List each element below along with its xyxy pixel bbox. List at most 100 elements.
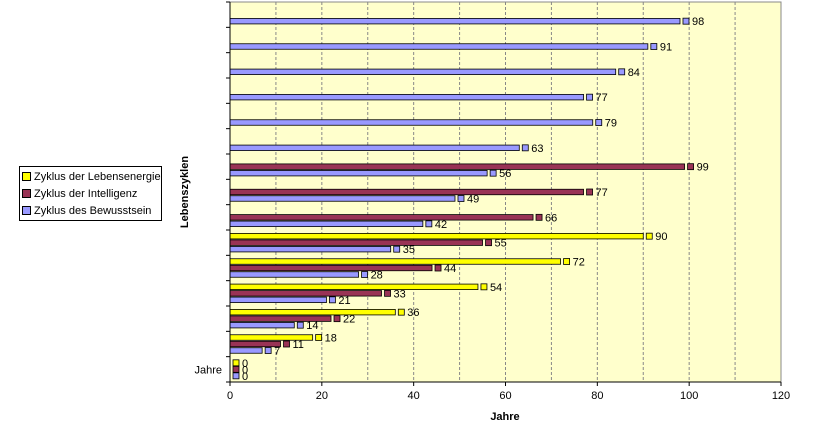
data-label: 98 [692, 16, 704, 28]
data-label: 77 [596, 187, 608, 199]
data-label: 7 [274, 346, 280, 358]
data-label: 99 [697, 162, 709, 174]
legend-item-lebensenergie: Zyklus der Lebensenergie [22, 168, 161, 185]
data-label: 28 [371, 270, 383, 282]
data-label-marker [283, 340, 290, 348]
bar [229, 163, 685, 170]
data-label-marker [535, 213, 543, 221]
data-label-marker [315, 334, 323, 341]
legend-item-bewusstsein: Zyklus des Bewusstsein [22, 202, 158, 219]
bar [229, 347, 263, 354]
bar [229, 170, 488, 177]
x-tick-label: 100 [680, 390, 698, 402]
data-label-marker [563, 258, 570, 265]
data-label: 54 [490, 282, 502, 294]
axes: 0 20 40 60 80 100 120 Jahre [194, 1, 790, 402]
data-label-marker [425, 220, 433, 228]
data-label: 0 [242, 371, 248, 383]
data-label-marker [393, 245, 401, 253]
x-tick-label: 20 [316, 390, 328, 402]
bar [229, 239, 483, 246]
data-label: 49 [467, 194, 479, 206]
x-tick-label: 60 [499, 390, 511, 402]
data-label-marker [687, 163, 694, 171]
x-tick-label: 40 [408, 390, 420, 402]
legend: Zyklus der Lebensenergie Zyklus der Inte… [19, 166, 162, 221]
data-label-marker [645, 232, 653, 240]
bar [229, 233, 644, 240]
bar [229, 264, 433, 272]
bar [229, 290, 382, 297]
bar [229, 195, 456, 202]
bar [229, 18, 681, 25]
data-label-marker [232, 359, 240, 367]
bar [229, 271, 359, 278]
bar [229, 322, 295, 329]
bar [229, 214, 534, 221]
x-tick-label: 0 [227, 390, 233, 402]
data-label-marker [232, 365, 240, 373]
bar [229, 94, 584, 101]
bar [229, 246, 392, 253]
y-tick-label: Jahre [194, 364, 222, 376]
bar [229, 309, 396, 316]
data-label: 44 [444, 263, 456, 275]
data-label: 84 [628, 67, 640, 79]
data-label: 79 [605, 118, 617, 130]
legend-swatch-icon [22, 189, 31, 198]
data-label-marker [521, 144, 529, 152]
x-tick-label: 120 [772, 390, 790, 402]
data-label: 36 [407, 307, 419, 319]
bar [229, 43, 649, 50]
data-label: 11 [293, 339, 304, 351]
data-label: 0 [242, 364, 248, 376]
data-label-marker [296, 321, 304, 329]
bar [229, 188, 584, 196]
data-label-marker [586, 93, 593, 101]
legend-swatch-icon [22, 172, 31, 181]
bar [229, 340, 281, 348]
bar [229, 144, 520, 151]
data-label: 21 [338, 295, 350, 307]
data-label-marker [489, 169, 497, 177]
data-label: 55 [495, 238, 507, 250]
data-label: 18 [325, 333, 337, 345]
data-label-marker [480, 283, 488, 291]
legend-label: Zyklus der Lebensenergie [34, 170, 161, 183]
legend-label: Zyklus der Intelligenz [34, 187, 138, 200]
data-label-marker [595, 119, 603, 126]
data-label: 42 [435, 219, 447, 231]
x-axis-title: Jahre [490, 411, 519, 423]
y-axis-title: Lebenszyklen [179, 156, 191, 228]
data-label-marker [682, 17, 690, 25]
data-label-marker [485, 239, 492, 247]
data-label: 56 [499, 168, 511, 180]
data-labels: 000 18 11 7 36 22 14 54 33 21 72 44 28 90 55 35 66 42 77 49… [232, 16, 709, 383]
data-label: 0 [242, 358, 248, 370]
data-label: 22 [343, 314, 355, 326]
data-label: 33 [394, 288, 406, 300]
data-label: 14 [306, 320, 318, 332]
legend-label: Zyklus des Bewusstsein [34, 204, 152, 217]
legend-item-intelligenz: Zyklus der Intelligenz [22, 185, 158, 202]
data-label-marker [361, 271, 368, 278]
data-label-marker [264, 347, 272, 354]
bar [229, 283, 479, 290]
data-label: 66 [545, 212, 557, 224]
data-label-marker [586, 188, 593, 196]
data-label: 77 [596, 92, 608, 104]
bar [229, 258, 562, 265]
data-label-marker [397, 308, 405, 316]
data-label: 90 [655, 231, 667, 243]
bar [229, 296, 327, 303]
data-label: 35 [403, 244, 415, 256]
data-label-marker [618, 68, 626, 76]
data-label-marker [457, 195, 465, 202]
bar [229, 119, 594, 126]
bar [229, 220, 424, 227]
data-label-marker [384, 289, 391, 297]
data-label-marker [232, 372, 240, 380]
data-label: 72 [573, 257, 585, 269]
data-label: 91 [660, 42, 672, 54]
